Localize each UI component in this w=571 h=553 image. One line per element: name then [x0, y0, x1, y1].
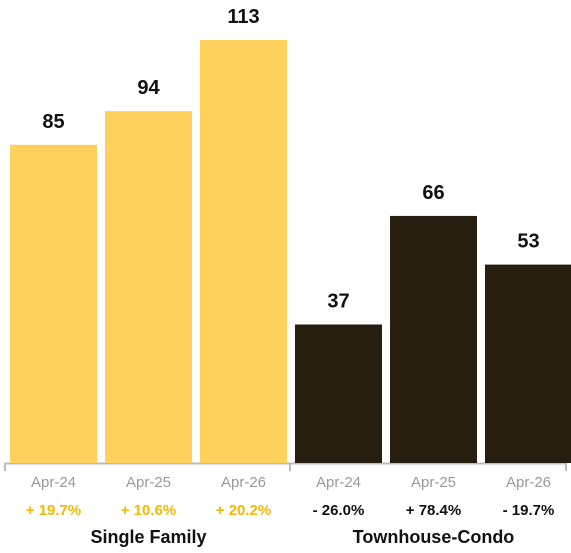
bar	[485, 264, 571, 463]
bar	[105, 111, 192, 463]
x-tick-label: Apr-24	[316, 474, 361, 491]
data-label: 113	[227, 6, 259, 28]
percent-change-label: + 19.7%	[26, 502, 81, 519]
bar	[200, 40, 287, 463]
x-tick-label: Apr-25	[411, 474, 456, 491]
group-label: Townhouse-Condo	[353, 527, 515, 547]
x-tick-label: Apr-24	[31, 474, 76, 491]
x-tick-label: Apr-26	[221, 474, 266, 491]
data-label: 37	[327, 290, 349, 312]
bar	[295, 324, 382, 463]
percent-change-label: - 26.0%	[313, 502, 365, 519]
x-tick-label: Apr-25	[126, 474, 171, 491]
percent-change-label: + 10.6%	[121, 502, 176, 519]
bar	[390, 215, 477, 463]
data-label: 66	[422, 182, 444, 204]
bar	[10, 144, 97, 464]
percent-change-label: + 78.4%	[406, 502, 461, 519]
percent-change-label: + 20.2%	[216, 502, 271, 519]
data-label: 53	[517, 231, 539, 253]
data-label: 94	[137, 77, 160, 99]
x-tick-label: Apr-26	[506, 474, 551, 491]
group-label: Single Family	[90, 527, 206, 547]
percent-change-label: - 19.7%	[503, 502, 555, 519]
data-label: 85	[42, 111, 64, 133]
